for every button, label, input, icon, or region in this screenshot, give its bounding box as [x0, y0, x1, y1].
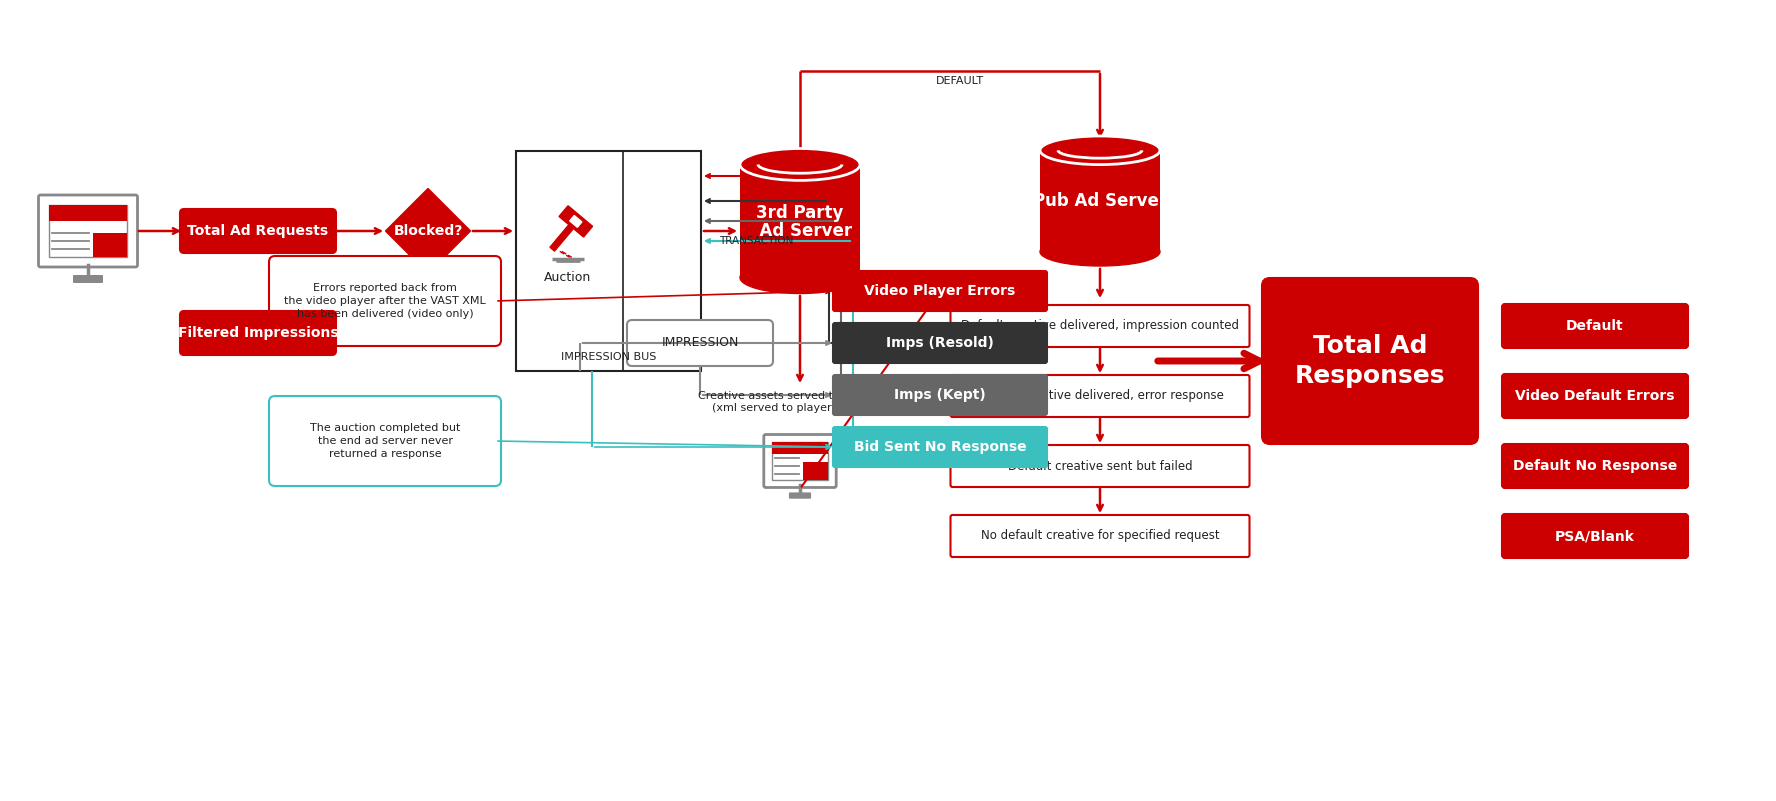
FancyBboxPatch shape — [50, 205, 126, 220]
FancyBboxPatch shape — [741, 164, 860, 278]
FancyBboxPatch shape — [773, 442, 828, 480]
FancyBboxPatch shape — [950, 445, 1250, 487]
FancyBboxPatch shape — [517, 151, 702, 371]
Text: IMPRESSION: IMPRESSION — [661, 336, 739, 349]
Text: Video Player Errors: Video Player Errors — [865, 284, 1016, 298]
FancyBboxPatch shape — [39, 195, 137, 267]
FancyBboxPatch shape — [179, 209, 336, 253]
FancyBboxPatch shape — [92, 233, 126, 257]
Text: Total Ad Requests: Total Ad Requests — [188, 224, 329, 238]
Text: TRANSACTION: TRANSACTION — [719, 236, 794, 246]
FancyBboxPatch shape — [1502, 304, 1687, 348]
Text: has been delivered (video only): has been delivered (video only) — [297, 309, 474, 319]
Text: returned a response: returned a response — [329, 449, 440, 459]
FancyBboxPatch shape — [950, 305, 1250, 347]
Text: Default creative delivered, impression counted: Default creative delivered, impression c… — [961, 320, 1240, 332]
FancyBboxPatch shape — [268, 256, 501, 346]
Text: PSA/Blank: PSA/Blank — [1556, 529, 1636, 543]
FancyBboxPatch shape — [950, 375, 1250, 417]
Text: Default creative sent but failed: Default creative sent but failed — [1007, 460, 1192, 473]
FancyBboxPatch shape — [627, 320, 773, 366]
Text: the end ad server never: the end ad server never — [318, 436, 453, 446]
FancyBboxPatch shape — [1041, 151, 1160, 252]
Text: Errors reported back from: Errors reported back from — [313, 283, 456, 293]
Text: No default creative for specified request: No default creative for specified reques… — [980, 529, 1220, 542]
FancyBboxPatch shape — [764, 434, 836, 488]
Text: Auction: Auction — [543, 272, 591, 284]
Text: Filtered Impressions: Filtered Impressions — [178, 326, 337, 340]
Polygon shape — [570, 215, 583, 227]
FancyBboxPatch shape — [1502, 374, 1687, 418]
Text: Pub Ad Server: Pub Ad Server — [1034, 192, 1167, 210]
Polygon shape — [551, 219, 577, 252]
Text: 3rd Party: 3rd Party — [757, 204, 844, 222]
FancyBboxPatch shape — [773, 442, 828, 453]
Text: Default: Default — [1566, 319, 1623, 333]
FancyBboxPatch shape — [179, 311, 336, 355]
Text: Blocked?: Blocked? — [392, 224, 464, 238]
Polygon shape — [559, 206, 593, 237]
Text: Ad Server: Ad Server — [748, 222, 852, 240]
FancyBboxPatch shape — [833, 271, 1048, 311]
Text: Creative assets served to placement: Creative assets served to placement — [698, 391, 902, 401]
FancyBboxPatch shape — [1263, 278, 1478, 444]
Text: IMPRESSION BUS: IMPRESSION BUS — [561, 352, 655, 362]
FancyBboxPatch shape — [803, 462, 828, 480]
Text: Default No Response: Default No Response — [1513, 459, 1677, 473]
FancyBboxPatch shape — [73, 275, 103, 283]
FancyBboxPatch shape — [950, 515, 1250, 557]
Text: Default creative delivered, error response: Default creative delivered, error respon… — [977, 389, 1224, 402]
Text: (xml served to player for video): (xml served to player for video) — [712, 403, 888, 413]
FancyBboxPatch shape — [1502, 514, 1687, 558]
Text: Video Default Errors: Video Default Errors — [1515, 389, 1675, 403]
FancyBboxPatch shape — [50, 205, 126, 257]
Ellipse shape — [741, 148, 860, 180]
Text: DEFAULT: DEFAULT — [936, 76, 984, 86]
FancyBboxPatch shape — [789, 493, 812, 499]
Ellipse shape — [1041, 136, 1160, 164]
Text: Bid Sent No Response: Bid Sent No Response — [854, 440, 1027, 454]
Text: Imps (Kept): Imps (Kept) — [893, 388, 986, 402]
Text: Imps (Resold): Imps (Resold) — [886, 336, 995, 350]
FancyBboxPatch shape — [833, 427, 1048, 467]
Ellipse shape — [1041, 237, 1160, 266]
FancyBboxPatch shape — [833, 375, 1048, 415]
Text: The auction completed but: The auction completed but — [309, 423, 460, 433]
Polygon shape — [385, 188, 471, 273]
Text: Total Ad
Responses: Total Ad Responses — [1295, 334, 1446, 388]
FancyBboxPatch shape — [833, 323, 1048, 363]
Text: the video player after the VAST XML: the video player after the VAST XML — [284, 296, 487, 306]
FancyBboxPatch shape — [1502, 444, 1687, 488]
Ellipse shape — [741, 262, 860, 293]
FancyBboxPatch shape — [268, 396, 501, 486]
